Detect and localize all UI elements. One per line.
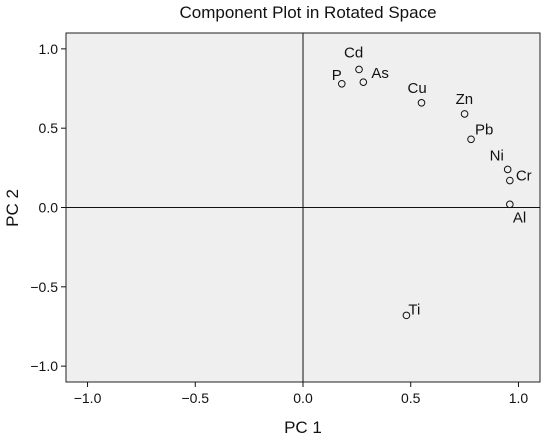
- y-axis-title: PC 2: [3, 189, 22, 227]
- x-tick-label: 1.0: [509, 390, 529, 406]
- scatter-point: [337, 79, 346, 88]
- y-tick-label: −1.0: [30, 358, 58, 374]
- point-label: Cd: [344, 44, 363, 61]
- scatter-point: [460, 110, 469, 118]
- point-label: Pb: [475, 121, 493, 138]
- x-tick-label: 0.5: [401, 390, 421, 406]
- y-axis: −1.0 −0.5 0.0 0.5 1.0: [30, 41, 66, 374]
- x-tick-label: 0.0: [293, 390, 313, 406]
- point-label: Ti: [408, 301, 420, 318]
- y-tick-label: 0.0: [39, 200, 59, 216]
- scatter-point: [355, 65, 363, 74]
- point-label: P: [332, 67, 342, 84]
- scatter-point: [506, 200, 514, 209]
- point-label: Cr: [516, 168, 532, 185]
- point-label: Zn: [456, 91, 474, 108]
- scatter-point: [503, 165, 512, 174]
- y-tick-label: 0.5: [39, 120, 59, 136]
- x-tick-label: −1.0: [74, 390, 102, 406]
- point-label: As: [371, 65, 389, 82]
- x-tick-label: −0.5: [181, 390, 209, 406]
- y-tick-label: 1.0: [39, 41, 59, 57]
- reference-lines: [66, 33, 540, 382]
- point-label: Ni: [490, 147, 504, 164]
- scatter-point: [467, 135, 475, 144]
- y-tick-label: −0.5: [30, 279, 58, 295]
- point-label: Cu: [408, 80, 427, 97]
- chart-title: Component Plot in Rotated Space: [179, 3, 436, 22]
- x-axis: −1.0 −0.5 0.0 0.5 1.0: [74, 382, 529, 406]
- point-label: Al: [513, 209, 526, 226]
- scatter-point: [506, 176, 514, 185]
- x-axis-title: PC 1: [284, 418, 322, 437]
- scatter-point: [359, 78, 368, 86]
- scatter-point: [417, 99, 426, 107]
- scatter-point: [402, 311, 411, 320]
